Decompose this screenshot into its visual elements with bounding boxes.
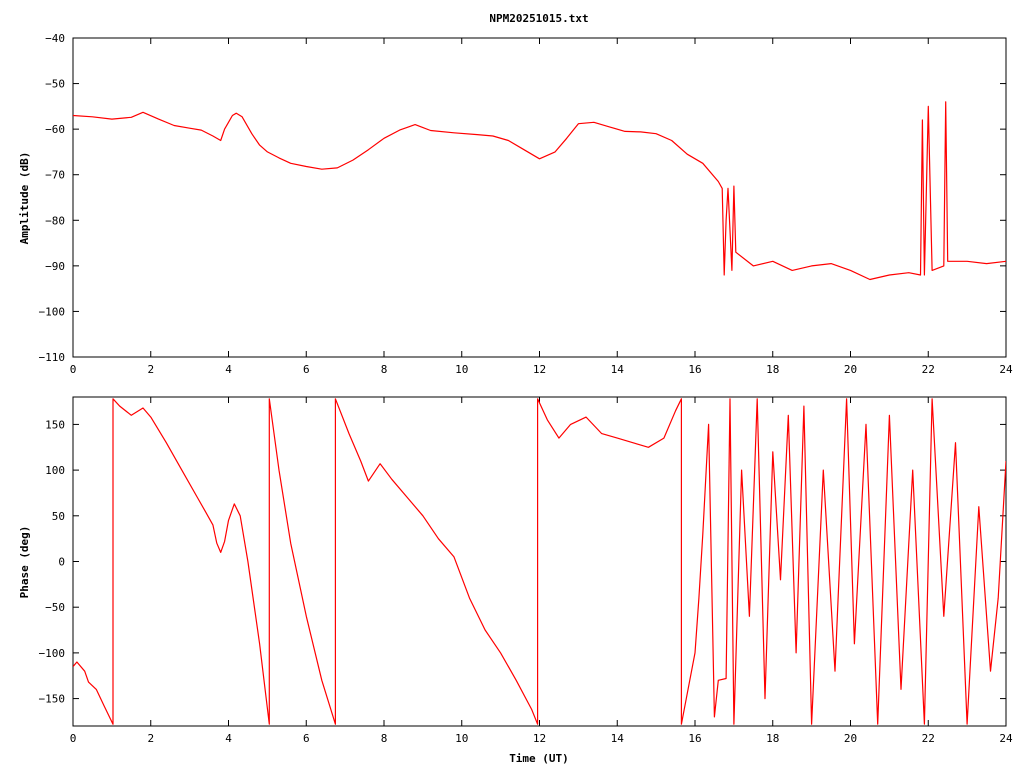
phase-x-tick-label: 0 bbox=[70, 732, 77, 745]
amplitude-y-tick-label: −110 bbox=[39, 351, 66, 364]
amplitude-x-tick-label: 14 bbox=[611, 363, 625, 376]
phase-y-tick-label: 50 bbox=[52, 510, 65, 523]
phase-y-tick-label: 150 bbox=[45, 418, 65, 431]
amplitude-plot-frame bbox=[72, 37, 1007, 358]
amplitude-y-tick-label: −60 bbox=[45, 123, 65, 136]
amplitude-y-tick-label: −100 bbox=[39, 305, 66, 318]
phase-y-tick-label: 0 bbox=[58, 556, 65, 569]
phase-x-axis-label: Time (UT) bbox=[509, 752, 569, 765]
amplitude-x-tick-label: 12 bbox=[533, 363, 546, 376]
amplitude-plot: 0 2 4 6 8 10 12 14 16 18 20 22 24−110−100−90−80−70−6… bbox=[39, 32, 1013, 376]
amplitude-x-tick-label: 8 bbox=[381, 363, 388, 376]
amplitude-x-tick-label: 16 bbox=[688, 363, 701, 376]
amplitude-y-tick-label: −50 bbox=[45, 78, 65, 91]
amplitude-series-line bbox=[73, 101, 1006, 281]
phase-y-axis-label: Phase (deg) bbox=[18, 526, 31, 599]
phase-x-tick-label: 8 bbox=[381, 732, 388, 745]
amplitude-y-tick-label: −40 bbox=[45, 32, 65, 45]
phase-plot: 0 2 4 6 8 10 12 14 16 18 20 22 24−150−100−5005010015… bbox=[39, 396, 1013, 745]
amplitude-x-tick-label: 18 bbox=[766, 363, 779, 376]
phase-series-line bbox=[73, 398, 1006, 725]
phase-plot-frame bbox=[72, 396, 1007, 727]
amplitude-x-tick-label: 24 bbox=[999, 363, 1013, 376]
amplitude-x-tick-label: 2 bbox=[147, 363, 154, 376]
amplitude-y-tick-label: −90 bbox=[45, 260, 65, 273]
phase-x-tick-label: 10 bbox=[455, 732, 468, 745]
phase-x-tick-label: 12 bbox=[533, 732, 546, 745]
chart-title: NPM20251015.txt bbox=[489, 12, 588, 25]
phase-x-tick-label: 14 bbox=[611, 732, 625, 745]
phase-y-tick-label: −100 bbox=[39, 647, 66, 660]
phase-x-tick-label: 22 bbox=[922, 732, 935, 745]
phase-y-tick-label: 100 bbox=[45, 464, 65, 477]
phase-y-tick-label: −50 bbox=[45, 601, 65, 614]
phase-x-tick-label: 6 bbox=[303, 732, 310, 745]
phase-x-tick-label: 24 bbox=[999, 732, 1013, 745]
phase-y-tick-label: −150 bbox=[39, 693, 66, 706]
phase-x-tick-label: 16 bbox=[688, 732, 701, 745]
amplitude-x-tick-label: 20 bbox=[844, 363, 857, 376]
amplitude-y-tick-label: −70 bbox=[45, 169, 65, 182]
amplitude-x-tick-label: 22 bbox=[922, 363, 935, 376]
amplitude-x-tick-label: 6 bbox=[303, 363, 310, 376]
phase-x-tick-label: 20 bbox=[844, 732, 857, 745]
amplitude-x-tick-label: 0 bbox=[70, 363, 77, 376]
amplitude-x-tick-label: 10 bbox=[455, 363, 468, 376]
phase-x-tick-label: 4 bbox=[225, 732, 232, 745]
phase-x-tick-label: 18 bbox=[766, 732, 779, 745]
amplitude-y-tick-label: −80 bbox=[45, 214, 65, 227]
phase-x-tick-label: 2 bbox=[147, 732, 154, 745]
amplitude-y-axis-label: Amplitude (dB) bbox=[18, 152, 31, 245]
amplitude-x-tick-label: 4 bbox=[225, 363, 232, 376]
